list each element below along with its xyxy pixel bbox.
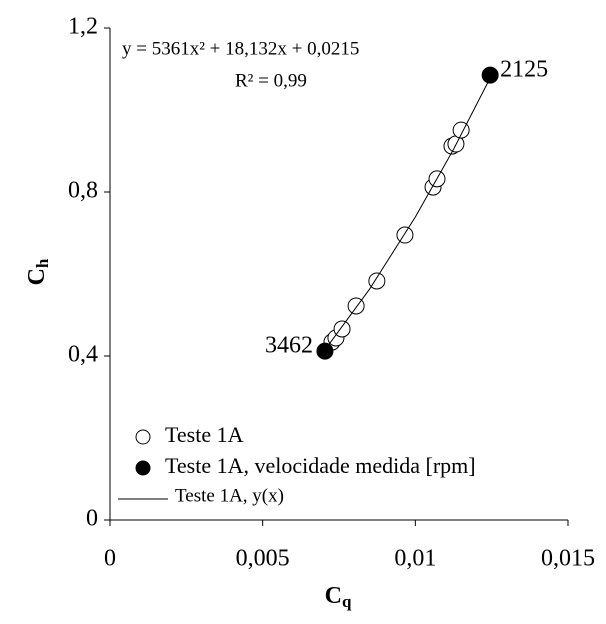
equation: y = 5361x² + 18,132x + 0,0215 [122,38,359,59]
filled-point [481,66,499,84]
filled-point [316,342,334,360]
y-tick-label: 0,4 [68,342,98,368]
point-label: 3462 [265,333,313,359]
y-axis-label: Ch [24,258,52,285]
open-point [396,226,414,244]
x-axis-label-sub: q [342,592,352,611]
open-point [333,320,351,338]
x-tick-label: 0,005 [236,546,290,572]
legend-label: Teste 1A, velocidade medida [rpm] [165,453,476,478]
y-axis-label-sub: h [33,258,52,268]
y-axis-label-main: C [24,268,50,285]
fit-line [324,77,491,351]
y-tick-label: 0,8 [68,178,98,204]
legend-label: Teste 1A, y(x) [175,485,284,506]
x-tick-label: 0,01 [394,546,436,572]
legend-marker [135,460,151,476]
point-label: 2125 [500,57,548,83]
x-tick-label: 0,015 [541,546,595,572]
r-squared: R² = 0,99 [235,70,307,91]
x-axis-label: Cq [325,583,352,611]
legend-marker [135,429,151,445]
legend-label: Teste 1A [165,422,244,447]
open-point [368,272,386,290]
x-axis-label-main: C [325,583,342,609]
y-tick-label: 1,2 [68,14,98,40]
y-tick-label: 0 [86,506,98,532]
x-tick-label: 0 [104,546,116,572]
